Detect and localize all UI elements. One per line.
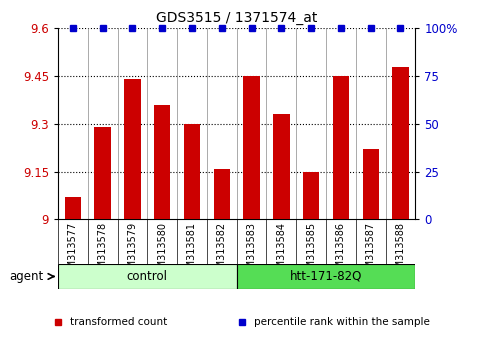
Text: GSM313581: GSM313581 [187,222,197,281]
Text: htt-171-82Q: htt-171-82Q [290,270,362,283]
Bar [363,149,379,219]
Bar [95,127,111,219]
Bar [273,114,289,219]
Text: agent: agent [10,270,44,283]
Text: GSM313585: GSM313585 [306,222,316,281]
Text: GSM313588: GSM313588 [396,222,406,281]
Text: GSM313583: GSM313583 [246,222,256,281]
Bar [243,76,260,219]
Bar [65,197,81,219]
Bar [154,105,170,219]
Title: GDS3515 / 1371574_at: GDS3515 / 1371574_at [156,11,317,24]
Text: GSM313578: GSM313578 [98,222,108,281]
Bar [333,76,349,219]
Bar [184,124,200,219]
Bar [303,172,319,219]
Text: GSM313580: GSM313580 [157,222,167,281]
Bar [58,264,237,289]
Bar [124,79,141,219]
Text: GSM313577: GSM313577 [68,222,78,281]
Text: transformed count: transformed count [70,317,167,327]
Text: percentile rank within the sample: percentile rank within the sample [254,317,429,327]
Text: GSM313586: GSM313586 [336,222,346,281]
Text: control: control [127,270,168,283]
Bar [237,264,415,289]
Bar [213,169,230,219]
Bar [392,67,409,219]
Text: GSM313584: GSM313584 [276,222,286,281]
Text: GSM313587: GSM313587 [366,222,376,281]
Text: GSM313579: GSM313579 [128,222,138,281]
Text: GSM313582: GSM313582 [217,222,227,281]
